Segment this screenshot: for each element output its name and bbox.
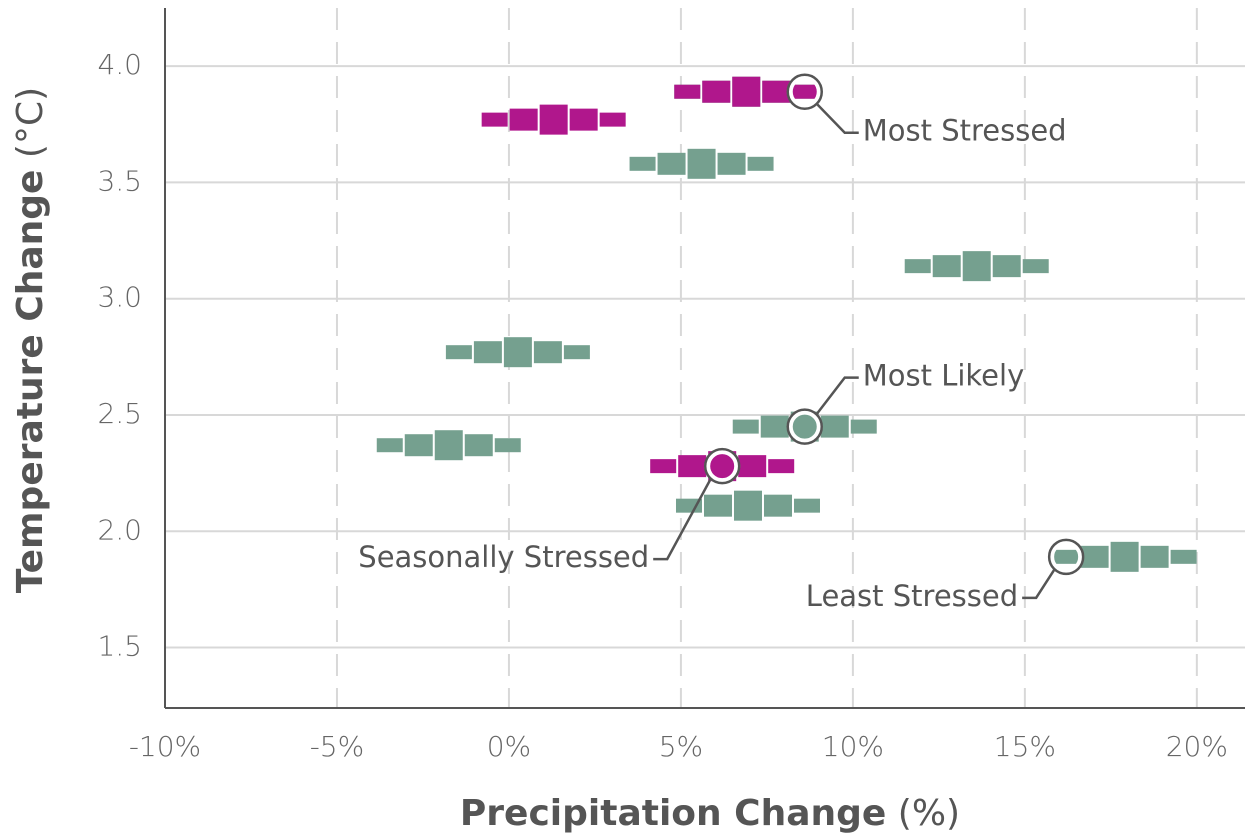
point-segment [376,438,403,453]
point-segment [820,415,849,438]
point-segment [792,84,819,99]
point-segment [678,455,707,478]
annotation-label: Most Likely [863,359,1025,393]
x-axis-unit: (%) [898,793,960,834]
x-axis-title: Precipitation Change (%) [460,793,960,834]
y-tick-label: 4.0 [97,48,142,81]
point-segment [732,76,761,107]
annotation-circle-ring [786,408,823,445]
point-segment [717,152,746,175]
y-tick-label: 1.5 [97,630,142,663]
point-segment [760,415,789,438]
point-segment [687,148,716,179]
x-tick-label: 5% [659,730,703,763]
point-segment [932,255,961,278]
y-tick-label: 3.0 [97,281,142,314]
point-segment [503,337,532,368]
x-axis-label: Precipitation Change [460,793,886,834]
annotation-circle-ring [703,447,741,485]
point-segment [992,255,1021,278]
point-segment [434,430,463,461]
point-segment [404,434,433,457]
point-segment [763,494,792,517]
annotation-circle-ring [1047,538,1085,576]
point-segment [445,345,472,360]
point-segment [904,259,931,274]
annotation-circle-ring [786,73,823,110]
point [674,76,819,107]
point-segment [703,494,732,517]
point-segment [629,156,656,171]
point-segment [747,156,774,171]
y-axis-title: Temperature Change (°C) [10,87,51,593]
point-segment [1140,545,1169,568]
y-tick-label: 2.5 [97,397,142,430]
point-segment [464,434,493,457]
point-segment [1080,545,1109,568]
point-segment [793,498,820,513]
point-segment [533,341,562,364]
y-axis-label: Temperature Change [10,170,51,594]
annotation-leader [813,100,859,134]
y-axis-unit: (°C) [10,87,51,158]
annotation-leader [1022,566,1058,600]
point-segment [473,341,502,364]
point [675,490,820,521]
annotation-leader [653,475,714,561]
x-tick-label: 20% [1166,730,1228,763]
y-tick-label: 3.5 [97,164,142,197]
point [650,451,795,482]
annotation-label: Least Stressed [806,579,1018,613]
point-segment [569,108,598,131]
point-segment [850,419,877,434]
x-tick-label: -5% [310,730,365,763]
x-tick-label: 0% [487,730,531,763]
point-segment [738,455,767,478]
point-segment [962,251,991,282]
point [481,104,626,135]
x-tick-label: 15% [994,730,1056,763]
x-tick-label: 10% [822,730,884,763]
point [1052,541,1197,572]
point-segment [762,80,791,103]
point-segment [657,152,686,175]
annotation-circle [1048,538,1085,575]
annotation-label: Seasonally Stressed [358,540,649,574]
point-segment [702,80,731,103]
point-segment [1110,541,1139,572]
annotation-label: Most Stressed [863,114,1067,148]
annotation-circle [786,408,823,445]
point-segment [674,84,701,99]
y-tick-label: 2.0 [97,513,142,546]
point [445,337,590,368]
point-segment [563,345,590,360]
point-segment [733,490,762,521]
point-segment [599,112,626,127]
x-tick-label: -10% [129,730,201,763]
point-segment [509,108,538,131]
point-segment [494,438,521,453]
point-segment [768,459,795,474]
annotation-circle [786,73,823,110]
point-segment [539,104,568,135]
point-segment [481,112,508,127]
point [629,148,774,179]
point-segment [1052,549,1079,564]
point-segment [1022,259,1049,274]
point [732,411,877,442]
annotation-circle [704,448,741,485]
point-segment [732,419,759,434]
annotation-leader [813,376,859,418]
point-segment [650,459,677,474]
point-segment [1170,549,1197,564]
point [376,430,521,461]
point [904,251,1049,282]
